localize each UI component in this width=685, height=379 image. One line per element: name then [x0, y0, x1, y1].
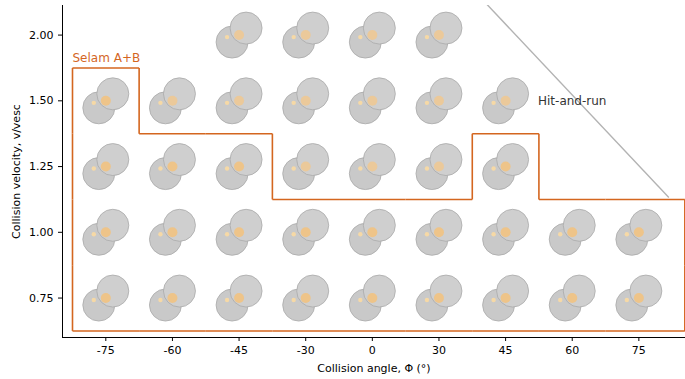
svg-text:1.00: 1.00 — [29, 226, 54, 239]
svg-text:0: 0 — [369, 344, 376, 357]
svg-text:60: 60 — [565, 344, 579, 357]
svg-text:-45: -45 — [230, 344, 248, 357]
svg-text:-60: -60 — [163, 344, 181, 357]
svg-text:-75: -75 — [97, 344, 115, 357]
svg-text:Collision velocity, v/vesc: Collision velocity, v/vesc — [10, 104, 23, 239]
svg-text:0.75: 0.75 — [29, 292, 54, 305]
svg-text:1.50: 1.50 — [29, 94, 54, 107]
svg-text:-30: -30 — [297, 344, 315, 357]
svg-text:75: 75 — [632, 344, 646, 357]
svg-text:45: 45 — [499, 344, 513, 357]
svg-text:2.00: 2.00 — [29, 29, 54, 42]
svg-text:30: 30 — [432, 344, 446, 357]
svg-text:Selam A+B: Selam A+B — [72, 51, 140, 65]
svg-text:1.25: 1.25 — [29, 160, 54, 173]
svg-text:Collision angle, Φ (°): Collision angle, Φ (°) — [317, 362, 430, 375]
svg-text:Hit-and-run: Hit-and-run — [538, 94, 606, 108]
